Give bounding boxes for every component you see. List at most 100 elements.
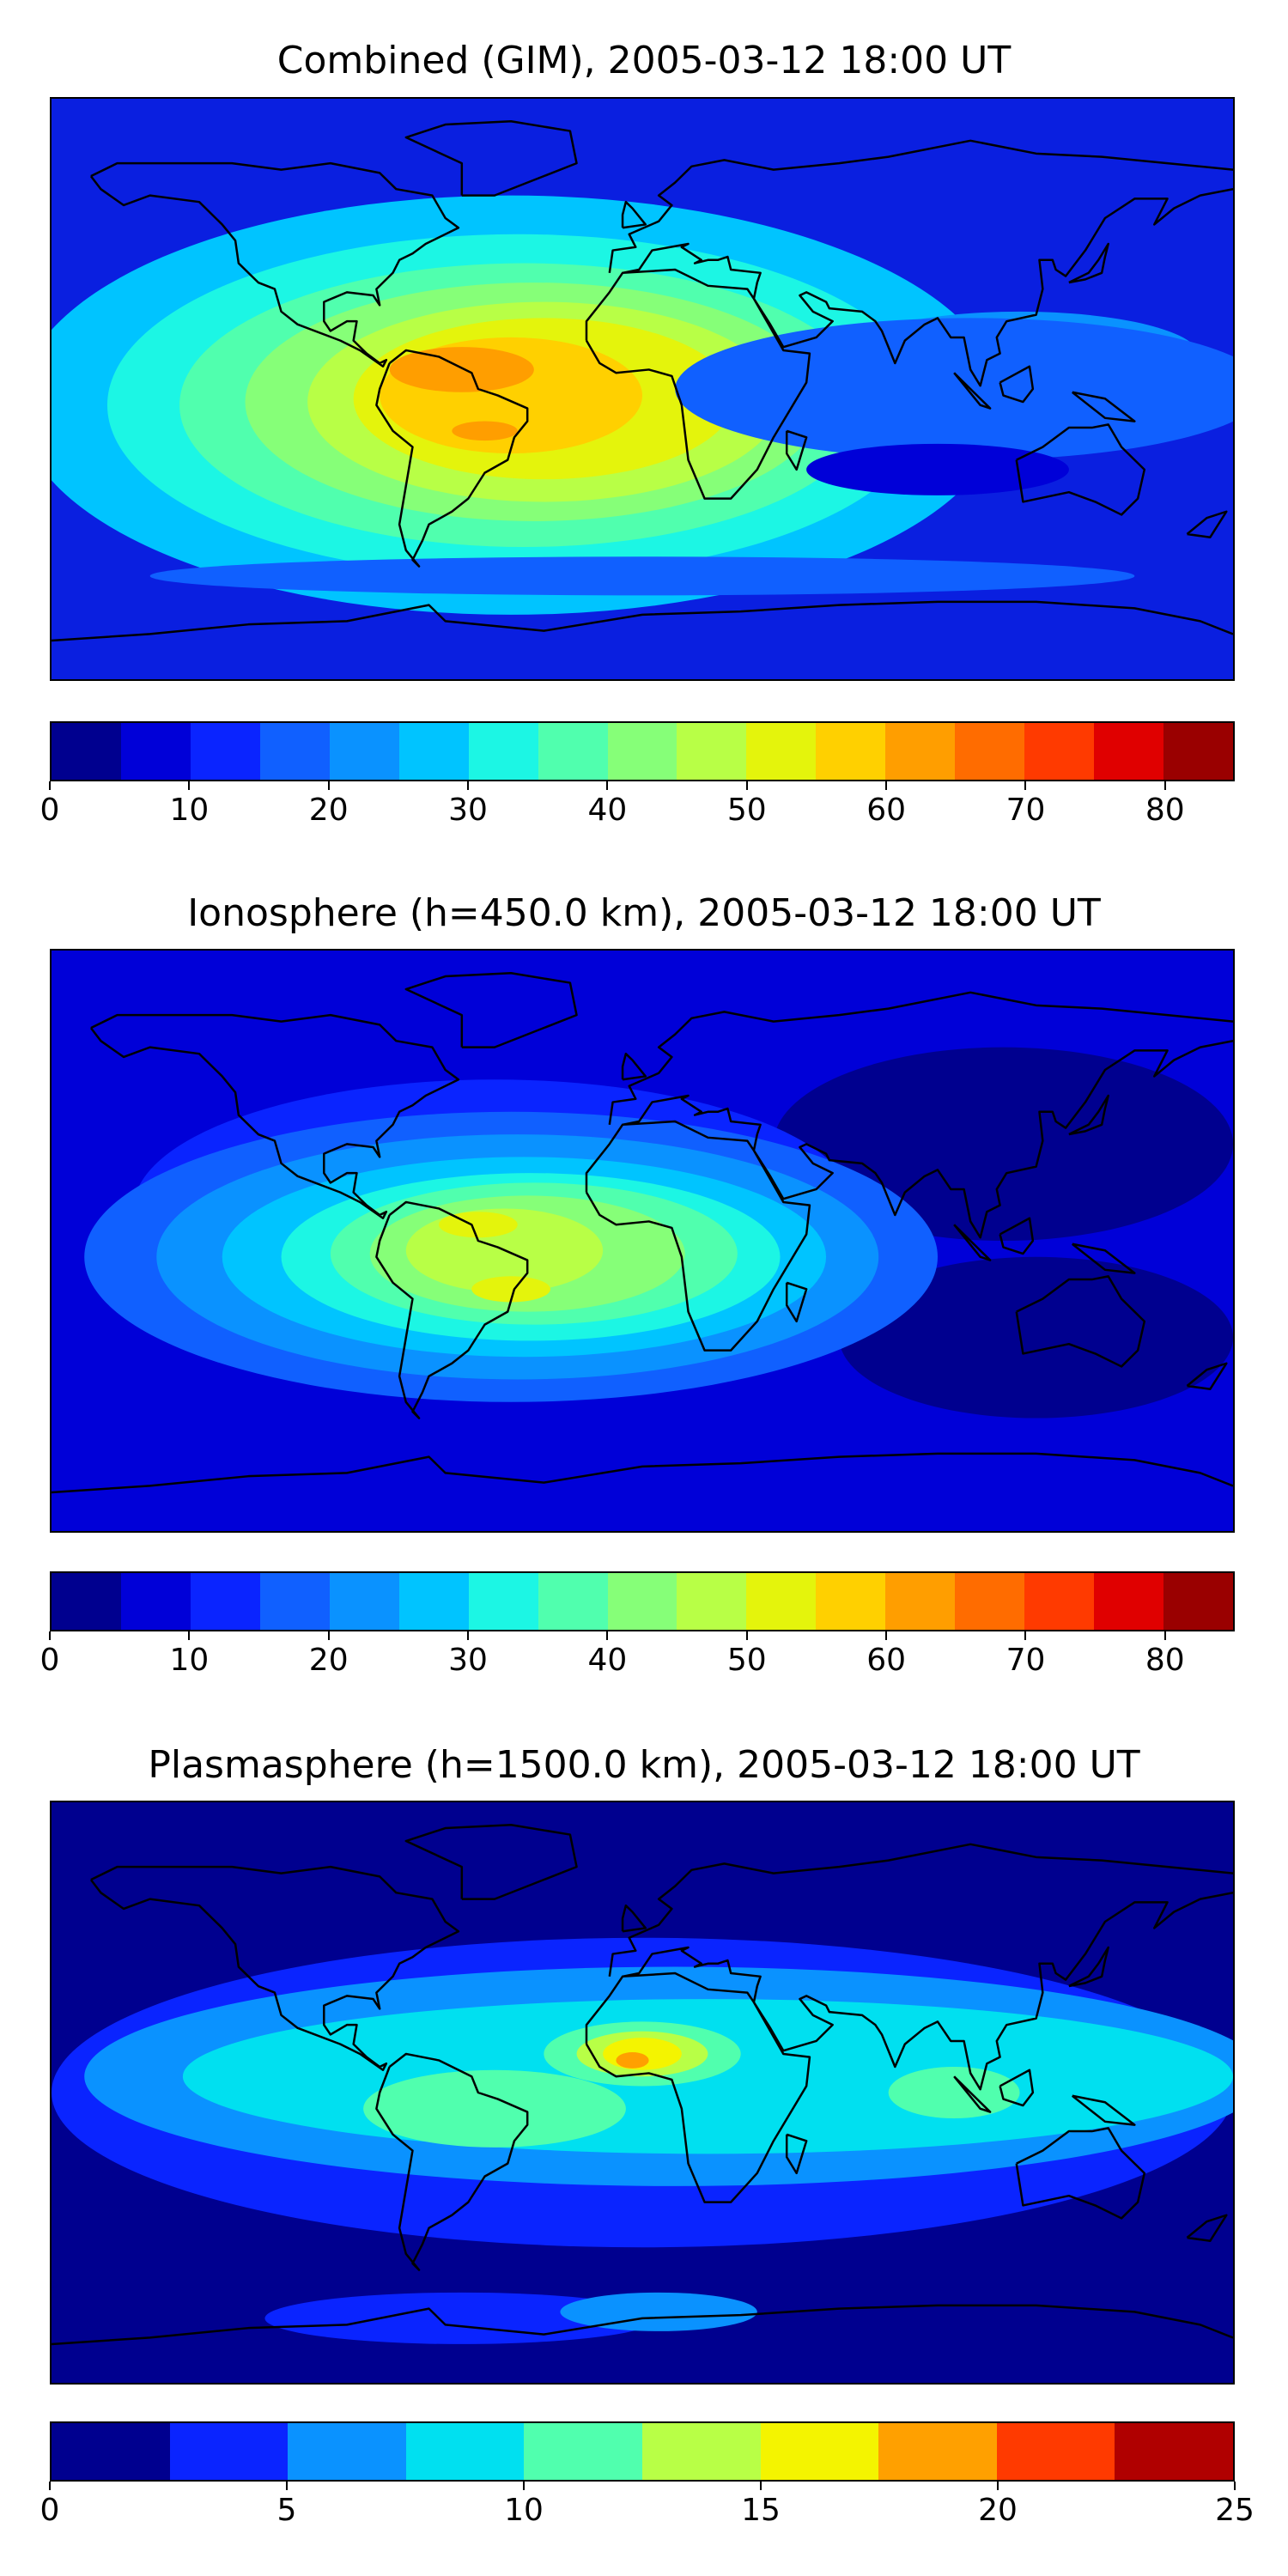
colorbar-tick: [606, 781, 609, 790]
colorbar-tick-label: 50: [726, 793, 767, 828]
colorbar-segment: [885, 723, 956, 780]
colorbar-segment: [607, 1573, 677, 1630]
colorbar-segment: [1094, 723, 1163, 780]
colorbar-tick: [467, 781, 470, 790]
colorbar-tick-label: 25: [1215, 2493, 1255, 2528]
tec-contour: [616, 2052, 649, 2069]
colorbar-tick-label: 60: [866, 793, 907, 828]
colorbar-tick-label: 60: [866, 1643, 907, 1678]
colorbar-tick: [745, 1631, 748, 1640]
panel-title-plasmasphere: Plasmasphere (h=1500.0 km), 2005-03-12 1…: [148, 1743, 1140, 1787]
colorbar-tick: [327, 1631, 330, 1640]
colorbar-segment: [524, 2423, 642, 2480]
colorbar-combined: [50, 721, 1235, 781]
colorbar-tick-label: 10: [504, 2493, 544, 2528]
colorbar-tick-label: 0: [39, 2493, 60, 2528]
colorbar-segment: [816, 1573, 886, 1630]
tec-contour: [439, 1212, 518, 1238]
colorbar-segment: [120, 1573, 191, 1630]
colorbar-segment: [538, 723, 608, 780]
colorbar-segment: [677, 723, 747, 780]
colorbar-segment: [760, 2423, 879, 2480]
colorbar-segment: [878, 2423, 997, 2480]
tec-contour: [471, 1276, 550, 1303]
colorbar-tick: [1163, 781, 1166, 790]
tec-contour: [839, 1256, 1233, 1419]
colorbar-segment: [677, 1573, 747, 1630]
tec-contour: [389, 347, 534, 392]
colorbar-segment: [538, 1573, 608, 1630]
colorbar-segment: [1024, 1573, 1095, 1630]
colorbar-segment: [885, 1573, 956, 1630]
colorbar-segment: [288, 2423, 406, 2480]
colorbar-tick-label: 70: [1005, 793, 1046, 828]
colorbar-tick: [885, 781, 888, 790]
colorbar-tick: [286, 2482, 288, 2490]
colorbar-tick-label: 0: [39, 793, 60, 828]
colorbar-segment: [52, 1573, 121, 1630]
colorbar-ticks-ionosphere: 0 10 20 30 40 50 60 70 80: [40, 1631, 1235, 1683]
colorbar-segment: [1024, 723, 1095, 780]
colorbar-tick-label: 10: [169, 1643, 210, 1678]
colorbar-tick: [606, 1631, 609, 1640]
colorbar-tick-label: 20: [308, 1643, 349, 1678]
colorbar-segment: [1094, 1573, 1163, 1630]
panel-title-ionosphere: Ionosphere (h=450.0 km), 2005-03-12 18:0…: [187, 891, 1101, 935]
colorbar-tick: [49, 781, 51, 790]
tec-contour: [560, 2292, 757, 2331]
colorbar-tick-label: 10: [169, 793, 210, 828]
map-svg-plasmasphere: [52, 1802, 1233, 2383]
colorbar-tick-label: 15: [741, 2493, 781, 2528]
colorbar-tick-label: 20: [978, 2493, 1018, 2528]
colorbar-tick: [327, 781, 330, 790]
colorbar-segment: [1163, 723, 1233, 780]
colorbar-tick-label: 30: [448, 793, 488, 828]
tec-contour: [806, 443, 1069, 495]
colorbar-tick-label: 5: [276, 2493, 297, 2528]
map-combined: [50, 97, 1235, 681]
colorbar-tick: [467, 1631, 470, 1640]
colorbar-segment: [955, 723, 1025, 780]
colorbar-tick-label: 40: [587, 1643, 628, 1678]
colorbar-ionosphere: [50, 1571, 1235, 1631]
colorbar-segment: [405, 2423, 525, 2480]
colorbar-segment: [955, 1573, 1025, 1630]
colorbar-segment: [169, 2423, 289, 2480]
colorbar-segment: [607, 723, 677, 780]
colorbar-segment: [398, 1573, 469, 1630]
colorbar-tick: [1163, 1631, 1166, 1640]
colorbar-tick-label: 30: [448, 1643, 488, 1678]
colorbar-tick-label: 40: [587, 793, 628, 828]
map-svg-combined: [52, 99, 1233, 679]
colorbar-tick: [1234, 2482, 1236, 2490]
colorbar-segment: [398, 723, 469, 780]
tec-contour: [888, 2066, 1020, 2119]
colorbar-tick-label: 50: [726, 1643, 767, 1678]
colorbar-segment: [746, 723, 817, 780]
map-svg-ionosphere: [52, 951, 1233, 1531]
colorbar-tick: [760, 2482, 762, 2490]
colorbar-segment: [816, 723, 886, 780]
colorbar-segment: [641, 2423, 761, 2480]
colorbar-segment: [52, 2423, 170, 2480]
colorbar-segment: [329, 723, 399, 780]
colorbar-tick-label: 20: [308, 793, 349, 828]
colorbar-tick: [188, 781, 191, 790]
tec-contour: [675, 318, 1233, 460]
colorbar-tick-label: 0: [39, 1643, 60, 1678]
tec-contour: [149, 556, 1135, 596]
colorbar-segment: [329, 1573, 399, 1630]
colorbar-tick: [1024, 1631, 1027, 1640]
colorbar-segment: [52, 723, 121, 780]
colorbar-tick-label: 80: [1145, 793, 1185, 828]
colorbar-segment: [996, 2423, 1115, 2480]
colorbar-tick: [745, 781, 748, 790]
colorbar-tick: [49, 1631, 51, 1640]
colorbar-segment: [1115, 2423, 1233, 2480]
colorbar-plasmasphere: [50, 2421, 1235, 2482]
colorbar-tick: [49, 2482, 51, 2490]
panel-title-combined: Combined (GIM), 2005-03-12 18:00 UT: [276, 39, 1012, 82]
colorbar-segment: [190, 1573, 260, 1630]
tec-contour: [452, 421, 518, 441]
map-ionosphere: [50, 949, 1235, 1533]
